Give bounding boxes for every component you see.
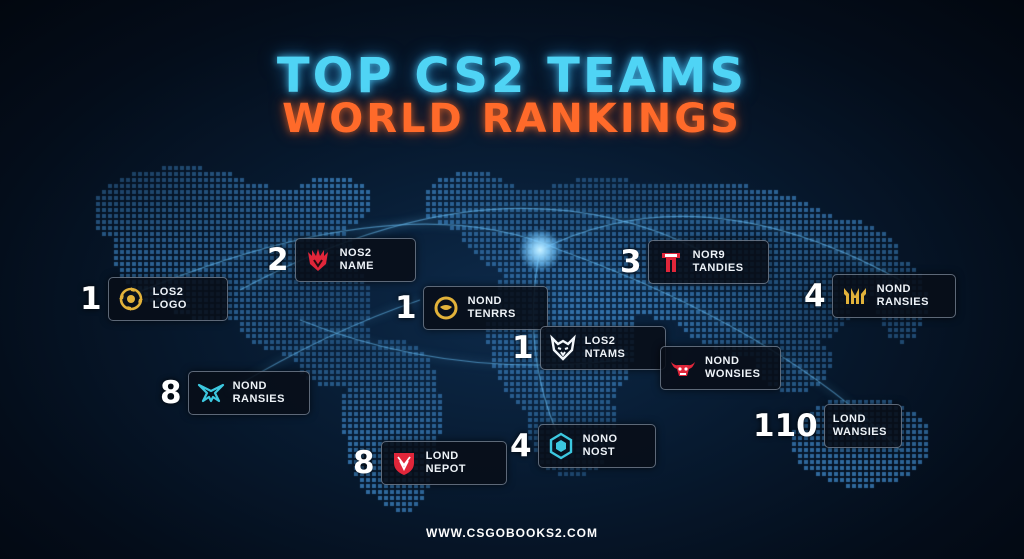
red-shield-icon [390, 449, 418, 477]
team-entry: 110 LOND WANSIES [753, 404, 902, 448]
team-name-line1: NOR9 [692, 249, 726, 261]
title-line-2: WORLD RANKINGS [282, 96, 742, 142]
red-claw-icon [304, 246, 332, 274]
cyan-wings-icon [197, 379, 225, 407]
team-entry: NOND WONSIES [660, 346, 781, 390]
team-name-line1: NONO [582, 433, 618, 445]
team-name-line2: LOGO [152, 299, 187, 311]
team-rank: 1 [512, 330, 534, 366]
gold-spiral-icon [117, 285, 145, 313]
team-name-line2: RANSIES [876, 296, 929, 308]
gold-circle-icon [432, 294, 460, 322]
team-entry: 1 LOS2 LOGO [80, 277, 228, 321]
team-name-line1: NOND [232, 380, 267, 392]
team-name-line1: NOND [705, 355, 740, 367]
team-entry: 8 LOND NEPOT [353, 441, 507, 485]
red-helmet-icon [657, 248, 685, 276]
team-rank: 4 [804, 278, 826, 314]
team-name-line2: NEPOT [425, 463, 466, 475]
team-name-line1: NOND [467, 295, 502, 307]
footer-url: WWW.CSGOBOOKS2.COM [426, 526, 598, 540]
team-entry: 8 NOND RANSIES [160, 371, 310, 415]
team-name-line2: NOST [582, 446, 616, 458]
team-rank: 3 [620, 244, 642, 280]
team-name-line1: NOND [876, 283, 911, 295]
team-name-line2: TANDIES [692, 262, 744, 274]
team-card: LOS2 NTAMS [539, 326, 666, 370]
red-bull-icon [669, 354, 697, 382]
team-rank: 8 [160, 375, 182, 411]
team-card: NOND RANSIES [187, 371, 310, 415]
team-card: NOR9 TANDIES [647, 240, 769, 284]
team-card: LOND NEPOT [380, 441, 507, 485]
team-card: NOS2 NAME [294, 238, 416, 282]
team-entry: 4 NONO NOST [510, 424, 656, 468]
team-name-line1: NOS2 [339, 247, 372, 259]
team-rank: 110 [753, 408, 818, 444]
title-line-1: TOP CS2 TEAMS [276, 48, 748, 104]
team-name-line2: RANSIES [232, 393, 285, 405]
white-wolf-icon [549, 334, 577, 362]
team-rank: 1 [395, 290, 417, 326]
team-rank: 4 [510, 428, 532, 464]
team-rank: 2 [267, 242, 289, 278]
team-name-line2: WANSIES [832, 426, 887, 438]
team-name-line2: TENRRS [467, 308, 516, 320]
team-name-line1: LOND [832, 413, 866, 425]
team-card: LOND WANSIES [823, 404, 902, 448]
team-name-line2: NAME [339, 260, 374, 272]
team-entry: 4 NOND RANSIES [804, 274, 956, 318]
team-card: NOND WONSIES [660, 346, 781, 390]
team-entry: 3 NOR9 TANDIES [620, 240, 769, 284]
team-rank: 1 [80, 281, 102, 317]
team-entry: 1 NOND TENRRS [395, 286, 548, 330]
cyan-hexagon-icon [547, 432, 575, 460]
team-card: NOND TENRRS [422, 286, 548, 330]
team-entry: 2 NOS2 NAME [267, 238, 416, 282]
gold-crown-icon [841, 282, 869, 310]
team-name-line2: WONSIES [705, 368, 761, 380]
team-name-line1: LOS2 [584, 335, 616, 347]
team-card: LOS2 LOGO [107, 277, 228, 321]
team-name-line1: LOND [425, 450, 459, 462]
team-name-line1: LOS2 [152, 286, 184, 298]
team-name-line2: NTAMS [584, 348, 626, 360]
team-entry: 1 LOS2 NTAMS [512, 326, 666, 370]
team-rank: 8 [353, 445, 375, 481]
team-card: NOND RANSIES [831, 274, 956, 318]
team-card: NONO NOST [537, 424, 656, 468]
